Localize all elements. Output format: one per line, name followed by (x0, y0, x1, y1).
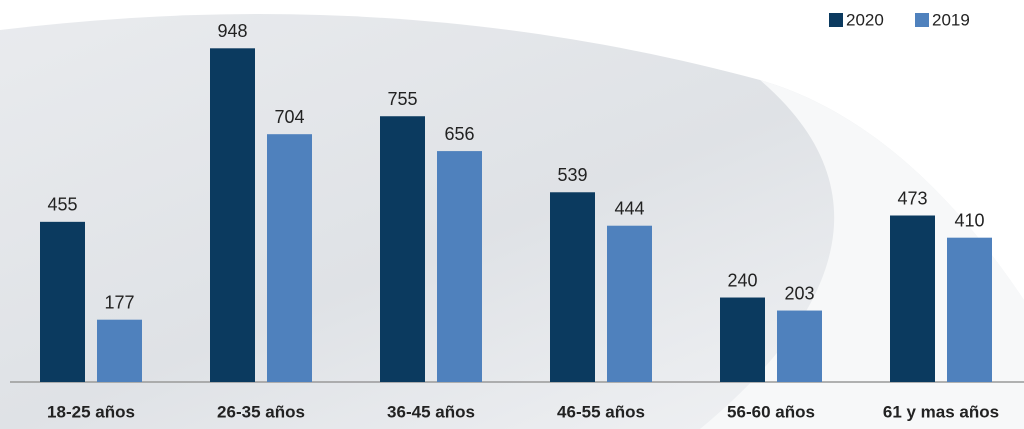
value-label: 203 (784, 283, 814, 303)
legend-label: 2019 (932, 10, 970, 29)
value-label: 177 (104, 292, 134, 312)
background-wave-light (700, 80, 1024, 429)
x-tick-label: 46-55 años (557, 402, 645, 421)
bar (550, 192, 595, 382)
bar (210, 48, 255, 382)
value-label: 755 (387, 89, 417, 109)
bar (947, 237, 992, 382)
x-tick-label: 18-25 años (47, 402, 135, 421)
value-label: 539 (557, 165, 587, 185)
bar (380, 116, 425, 383)
legend-swatch (829, 13, 843, 27)
value-label: 704 (274, 107, 304, 127)
bar (720, 297, 765, 382)
legend-label: 2020 (846, 10, 884, 29)
value-label: 444 (614, 198, 644, 218)
background-wave (0, 14, 1024, 429)
bar (97, 319, 142, 382)
value-label: 240 (727, 270, 757, 290)
value-label: 455 (47, 195, 77, 215)
value-label: 656 (444, 124, 474, 144)
x-tick-label: 61 y mas años (883, 402, 999, 421)
bar (777, 310, 822, 382)
x-tick-label: 36-45 años (387, 402, 475, 421)
value-label: 473 (897, 188, 927, 208)
bar (267, 134, 312, 382)
bar (607, 225, 652, 382)
x-tick-label: 26-35 años (217, 402, 305, 421)
bar (437, 151, 482, 382)
bar (40, 221, 85, 382)
value-label: 410 (954, 210, 984, 230)
legend-swatch (915, 13, 929, 27)
x-tick-label: 56-60 años (727, 402, 815, 421)
value-label: 948 (217, 21, 247, 41)
bar (890, 215, 935, 382)
